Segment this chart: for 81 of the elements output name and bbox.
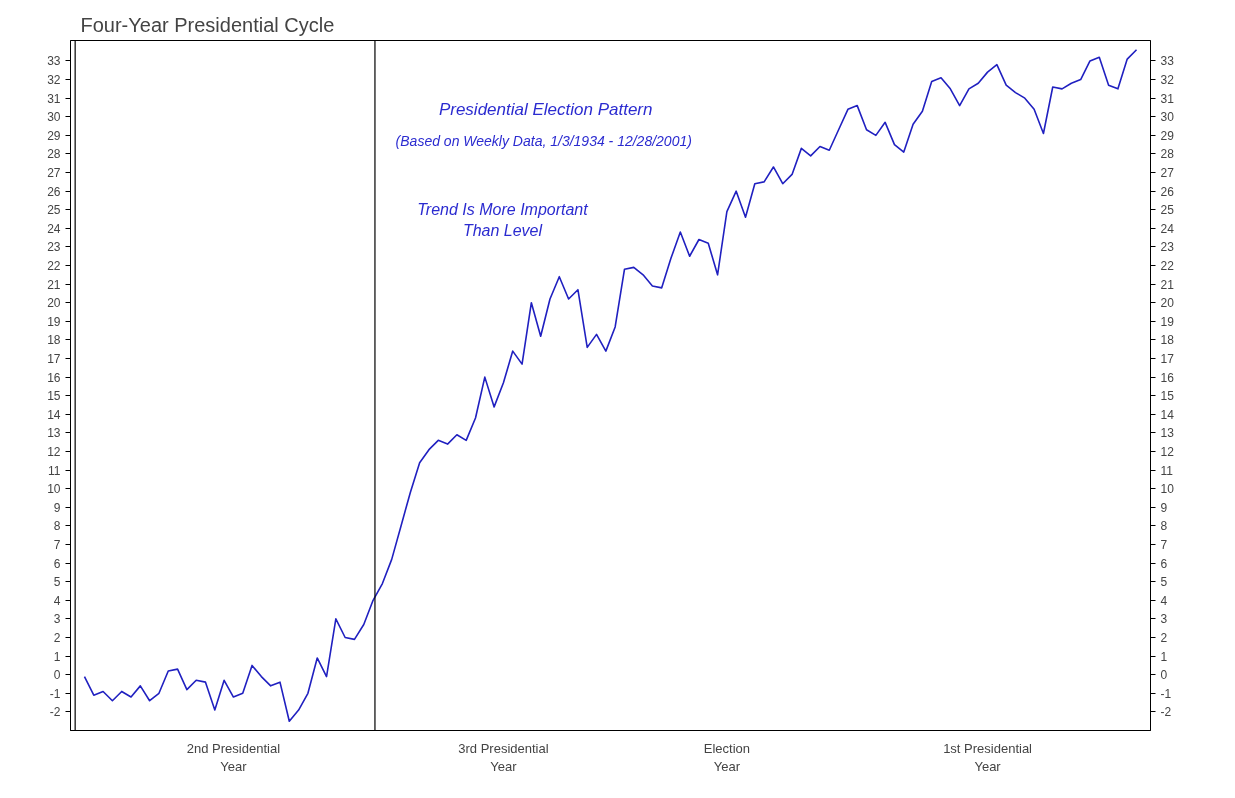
annotation: (Based on Weekly Data, 1/3/1934 - 12/28/2001) [395, 132, 692, 149]
y-tick-label: 24 [47, 221, 61, 236]
y-tick-label: 12 [47, 445, 61, 460]
y-tick-label: 6 [53, 556, 61, 571]
y2-tick-label: 21 [1160, 277, 1175, 292]
annotation: Trend Is More Important Than Level [417, 201, 589, 239]
y-tick-label: 0 [53, 668, 61, 683]
y2-tick-label: -2 [1160, 705, 1172, 720]
y2-tick-label: 16 [1160, 370, 1175, 385]
y-tick-label: 32 [47, 73, 61, 88]
y2-tick-label: 8 [1160, 519, 1168, 534]
x-tick-label: Election Year [703, 740, 750, 774]
y-tick-label: 27 [47, 166, 61, 181]
y2-tick-label: 28 [1160, 147, 1175, 162]
y-tick-label: 11 [48, 463, 61, 478]
y2-tick-label: 33 [1160, 54, 1175, 69]
y-tick-label: 18 [47, 333, 61, 348]
x-tick-label: 1st Presidential Year [943, 740, 1033, 774]
y-tick-label: -1 [49, 686, 61, 701]
y2-tick-label: 15 [1160, 389, 1175, 404]
y-tick-label: 22 [47, 259, 61, 274]
y2-tick-label: 2 [1160, 631, 1168, 646]
y-tick-label: 2 [53, 631, 61, 646]
y2-tick-label: 26 [1160, 184, 1175, 199]
y2-tick-label: 14 [1160, 407, 1175, 422]
y2-tick-label: 32 [1160, 73, 1175, 88]
y-tick-label: 19 [47, 314, 61, 329]
y-tick-label: 33 [47, 54, 61, 69]
y-tick-label: 25 [47, 203, 61, 218]
y2-tick-label: 6 [1160, 556, 1168, 571]
y2-tick-label: 29 [1160, 128, 1175, 143]
y-tick-label: 13 [47, 426, 61, 441]
line-series [83, 49, 1138, 722]
y-tick-label: 10 [47, 482, 61, 497]
y2-tick-label: 23 [1160, 240, 1175, 255]
x-tick-label: 2nd Presidential Year [186, 740, 281, 774]
y2-tick-label: 20 [1160, 296, 1175, 311]
y-tick-label: 23 [47, 240, 61, 255]
y-tick-label: 14 [47, 407, 61, 422]
y2-tick-label: 25 [1160, 203, 1175, 218]
y-tick-label: 16 [47, 370, 61, 385]
y2-tick-label: 24 [1160, 221, 1175, 236]
y-tick-label: 26 [47, 184, 61, 199]
y2-tick-label: 30 [1160, 110, 1175, 125]
annotation: Presidential Election Pattern [438, 100, 653, 119]
y2-tick-label: 3 [1160, 612, 1168, 627]
y-tick-label: 8 [53, 519, 61, 534]
y-tick-label: 29 [47, 128, 61, 143]
y2-tick-label: 13 [1160, 426, 1175, 441]
y2-tick-label: 18 [1160, 333, 1175, 348]
y-tick-label: 17 [47, 352, 61, 367]
y-tick-label: 3 [53, 612, 61, 627]
y2-tick-label: 0 [1160, 668, 1168, 683]
y2-tick-label: 4 [1160, 593, 1168, 608]
y-tick-label: 5 [53, 575, 61, 590]
y2-tick-label: 27 [1160, 166, 1175, 181]
y2-tick-label: 12 [1160, 445, 1175, 460]
y-tick-label: 21 [47, 277, 61, 292]
y-tick-label: 30 [47, 110, 61, 125]
y-tick-label: 15 [47, 389, 61, 404]
y2-tick-label: 7 [1160, 538, 1168, 553]
y-tick-label: 4 [53, 593, 61, 608]
y-tick-label: -2 [49, 705, 61, 720]
y-tick-label: 28 [47, 147, 61, 162]
y2-tick-label: 17 [1160, 352, 1175, 367]
y2-tick-label: 11 [1160, 463, 1174, 478]
y-tick-label: 20 [47, 296, 61, 311]
y-tick-label: 31 [47, 91, 61, 106]
y2-tick-label: 5 [1160, 575, 1168, 590]
y2-tick-label: 22 [1160, 259, 1175, 274]
y-tick-label: 9 [53, 500, 61, 515]
x-tick-label: 3rd Presidential Year [458, 740, 549, 774]
y2-tick-label: 31 [1160, 91, 1175, 106]
y2-tick-label: -1 [1160, 686, 1172, 701]
y2-tick-label: 1 [1160, 649, 1168, 664]
y2-tick-label: 19 [1160, 314, 1175, 329]
y2-tick-label: 10 [1160, 482, 1175, 497]
y-tick-label: 7 [53, 538, 61, 553]
y-tick-label: 1 [53, 649, 61, 664]
chart-title: Four-Year Presidential Cycle [80, 13, 335, 36]
y2-tick-label: 9 [1160, 500, 1168, 515]
